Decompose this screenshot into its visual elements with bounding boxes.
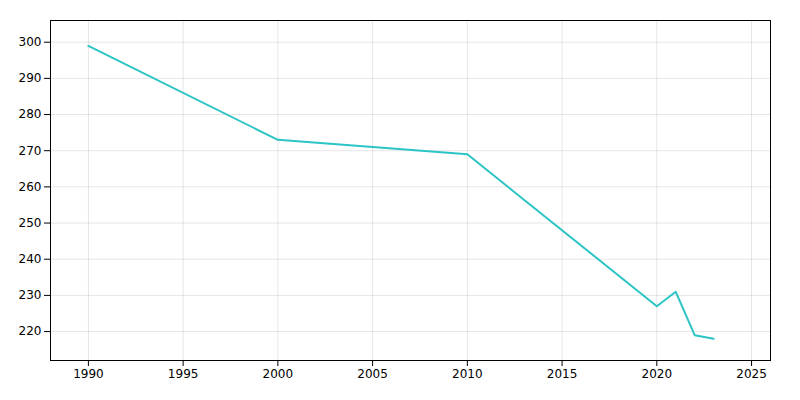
svg-text:2015: 2015 — [547, 367, 578, 381]
svg-text:1990: 1990 — [73, 367, 104, 381]
svg-text:2000: 2000 — [263, 367, 294, 381]
svg-text:300: 300 — [19, 35, 42, 49]
svg-text:1995: 1995 — [168, 367, 199, 381]
svg-text:220: 220 — [19, 324, 42, 338]
svg-text:260: 260 — [19, 180, 42, 194]
svg-text:2005: 2005 — [357, 367, 388, 381]
svg-text:2020: 2020 — [642, 367, 673, 381]
svg-text:270: 270 — [19, 144, 42, 158]
svg-text:230: 230 — [19, 288, 42, 302]
svg-text:280: 280 — [19, 107, 42, 121]
svg-text:250: 250 — [19, 216, 42, 230]
svg-text:2010: 2010 — [452, 367, 483, 381]
svg-text:290: 290 — [19, 71, 42, 85]
svg-text:240: 240 — [19, 252, 42, 266]
svg-text:2025: 2025 — [736, 367, 767, 381]
